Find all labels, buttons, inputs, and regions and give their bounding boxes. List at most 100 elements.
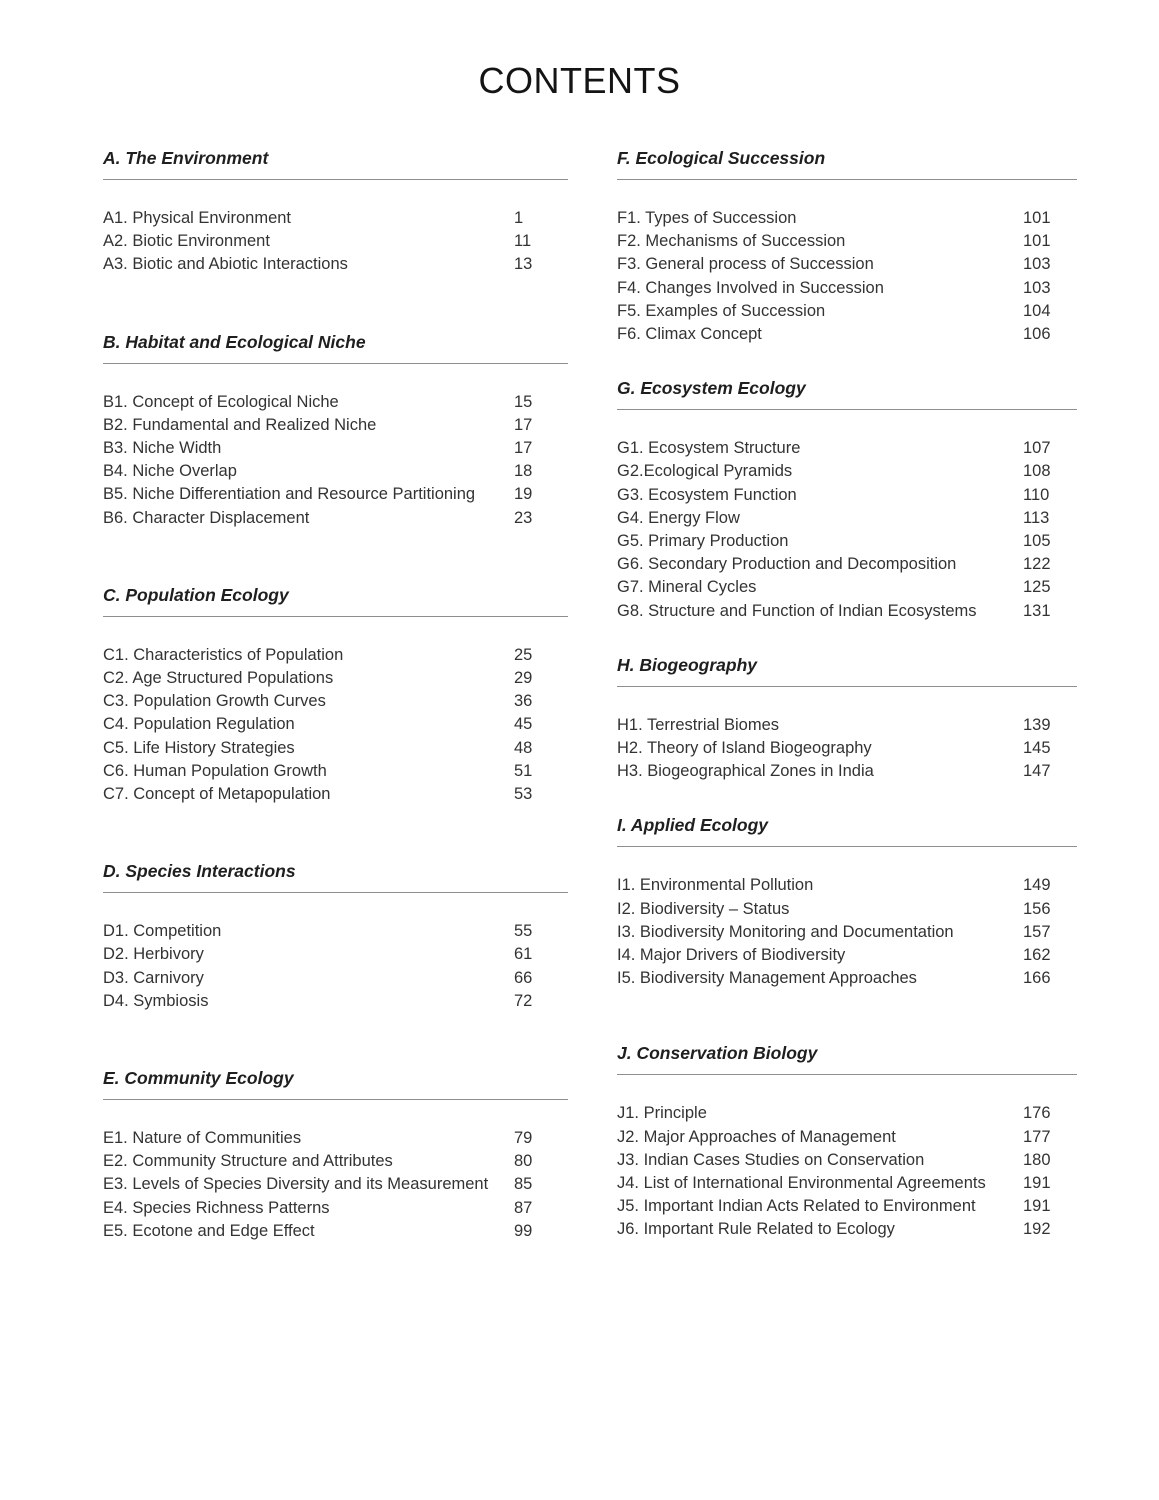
section-item-list: E1. Nature of Communities 79 E2. Community…	[103, 1100, 568, 1243]
toc-entry-page: 17	[514, 415, 533, 434]
toc-entry-label: E5. Ecotone and Edge Effect	[103, 1221, 315, 1240]
toc-entry-page: 162	[1023, 946, 1051, 965]
toc-entry-label: G2.Ecological Pyramids	[617, 462, 793, 481]
toc-entry: G2.Ecological Pyramids 108	[617, 460, 1077, 483]
toc-entry-page: 48	[514, 738, 533, 757]
toc-entry-label: I2. Biodiversity – Status	[617, 899, 790, 918]
toc-entry-label: G7. Mineral Cycles	[617, 578, 757, 597]
toc-entry-page: 110	[1023, 485, 1050, 504]
section-heading: E. Community Ecology	[103, 1068, 568, 1101]
toc-entry-page: 122	[1023, 555, 1051, 574]
toc-entry-label: F5. Examples of Succession	[617, 301, 826, 320]
toc-entry-page: 19	[514, 485, 533, 504]
toc-entry-page: 55	[514, 922, 533, 941]
toc-entry: I4. Major Drivers of Biodiversity 162	[617, 944, 1077, 967]
toc-entry: F2. Mechanisms of Succession 101	[617, 230, 1077, 253]
toc-entry: B6. Character Displacement 23	[103, 507, 568, 530]
toc-entry-label: I1. Environmental Pollution	[617, 876, 814, 895]
toc-column-left: A. The Environment A1. Physical Environme…	[103, 148, 568, 1243]
toc-entry: I2. Biodiversity – Status 156	[617, 898, 1077, 921]
toc-entry-page: 36	[514, 692, 533, 711]
toc-entry-page: 61	[514, 945, 533, 964]
section-heading: G. Ecosystem Ecology	[617, 378, 1077, 411]
toc-entry: H1. Terrestrial Biomes 139	[617, 714, 1077, 737]
section-heading: I. Applied Ecology	[617, 815, 1077, 848]
toc-entry-page: 72	[514, 991, 533, 1010]
toc-entry: C2. Age Structured Populations 29	[103, 667, 568, 690]
toc-entry-label: C1. Characteristics of Population	[103, 645, 344, 664]
section-item-list: B1. Concept of Ecological Niche 15 B2. Fun…	[103, 364, 568, 530]
toc-entry-label: H3. Biogeographical Zones in India	[617, 762, 874, 781]
toc-entry-page: 85	[514, 1175, 533, 1194]
toc-entry: G6. Secondary Production and Decompositi…	[617, 553, 1077, 576]
toc-entry-label: A2. Biotic Environment	[103, 232, 270, 251]
toc-entry-label: E3. Levels of Species Diversity and its …	[103, 1175, 489, 1194]
toc-entry-label: G5. Primary Production	[617, 532, 789, 551]
section-heading: A. The Environment	[103, 148, 568, 180]
toc-entry-page: 11	[514, 232, 532, 251]
toc-entry-page: 87	[514, 1198, 533, 1217]
section-item-list: C1. Characteristics of Population 25 C2. A…	[103, 617, 568, 806]
toc-entry: I3. Biodiversity Monitoring and Document…	[617, 921, 1077, 944]
toc-entry: I1. Environmental Pollution 149	[617, 874, 1077, 897]
toc-entry: J3. Indian Cases Studies on Conservation…	[617, 1149, 1077, 1172]
toc-entry-label: F6. Climax Concept	[617, 325, 762, 344]
toc-entry-label: C7. Concept of Metapopulation	[103, 785, 331, 804]
toc-entry-page: 157	[1023, 922, 1051, 941]
toc-section: J. Conservation Biology J1. Principle 176 J…	[617, 1043, 1077, 1241]
toc-entry-page: 176	[1023, 1104, 1051, 1123]
toc-entry-label: D3. Carnivory	[103, 968, 204, 987]
toc-entry-label: B1. Concept of Ecological Niche	[103, 392, 339, 411]
toc-entry-page: 23	[514, 508, 533, 527]
toc-entry-label: J1. Principle	[617, 1104, 707, 1123]
section-item-list: H1. Terrestrial Biomes 139 H2. Theory of I…	[617, 687, 1077, 784]
toc-section: B. Habitat and Ecological Niche B1. Conce…	[103, 332, 568, 530]
toc-entry: A1. Physical Environment 1	[103, 207, 568, 230]
toc-entry: H2. Theory of Island Biogeography 145	[617, 737, 1077, 760]
toc-entry-label: C6. Human Population Growth	[103, 761, 327, 780]
toc-entry: H3. Biogeographical Zones in India 147	[617, 760, 1077, 783]
toc-entry-label: B4. Niche Overlap	[103, 462, 237, 481]
section-heading: F. Ecological Succession	[617, 148, 1077, 180]
toc-entry-page: 18	[514, 462, 533, 481]
toc-entry: F1. Types of Succession 101	[617, 207, 1077, 230]
toc-entry-page: 101	[1023, 232, 1051, 251]
toc-entry-label: I3. Biodiversity Monitoring and Document…	[617, 922, 954, 941]
toc-entry: C1. Characteristics of Population 25	[103, 644, 568, 667]
toc-section: F. Ecological Succession F1. Types of Suc…	[617, 148, 1077, 346]
toc-entry-page: 106	[1023, 325, 1051, 344]
toc-entry-label: E4. Species Richness Patterns	[103, 1198, 330, 1217]
toc-entry-page: 45	[514, 715, 533, 734]
toc-entry-page: 149	[1023, 876, 1051, 895]
toc-entry-label: F1. Types of Succession	[617, 209, 797, 227]
toc-entry: J4. List of International Environmental …	[617, 1172, 1077, 1195]
toc-entry-label: G1. Ecosystem Structure	[617, 439, 801, 458]
toc-entry-label: C2. Age Structured Populations	[103, 669, 334, 688]
toc-entry: E1. Nature of Communities 79	[103, 1127, 568, 1150]
toc-entry-page: 66	[514, 968, 533, 987]
section-heading: J. Conservation Biology	[617, 1043, 1077, 1076]
toc-entry: B1. Concept of Ecological Niche 15	[103, 391, 568, 414]
toc-entry-page: 166	[1023, 969, 1051, 988]
toc-entry: E2. Community Structure and Attributes 80	[103, 1150, 568, 1173]
section-item-list: G1. Ecosystem Structure 107 G2.Ecological …	[617, 410, 1077, 623]
toc-entry: F4. Changes Involved in Succession 103	[617, 277, 1077, 300]
toc-entry-page: 103	[1023, 278, 1051, 297]
section-item-list: D1. Competition 55 D2. Herbivory 61 D3. Carn…	[103, 893, 568, 1013]
toc-entry: F6. Climax Concept 106	[617, 323, 1077, 346]
section-heading: B. Habitat and Ecological Niche	[103, 332, 568, 364]
toc-entry-label: G3. Ecosystem Function	[617, 485, 797, 504]
toc-entry-page: 192	[1023, 1220, 1051, 1239]
toc-entry-label: C5. Life History Strategies	[103, 738, 295, 757]
toc-section: E. Community Ecology E1. Nature of Commun…	[103, 1068, 568, 1243]
toc-columns: A. The Environment A1. Physical Environme…	[103, 148, 1159, 1243]
toc-entry: J6. Important Rule Related to Ecology 192	[617, 1218, 1077, 1241]
toc-entry: J5. Important Indian Acts Related to Env…	[617, 1195, 1077, 1218]
toc-entry-page: 191	[1023, 1174, 1051, 1193]
toc-entry-page: 80	[514, 1152, 533, 1171]
toc-entry: E5. Ecotone and Edge Effect 99	[103, 1220, 568, 1243]
section-item-list: J1. Principle 176 J2. Major Approaches of …	[617, 1075, 1077, 1241]
toc-entry-label: H2. Theory of Island Biogeography	[617, 739, 872, 758]
toc-entry-page: 104	[1023, 301, 1051, 320]
toc-section: C. Population Ecology C1. Characteristics…	[103, 585, 568, 806]
